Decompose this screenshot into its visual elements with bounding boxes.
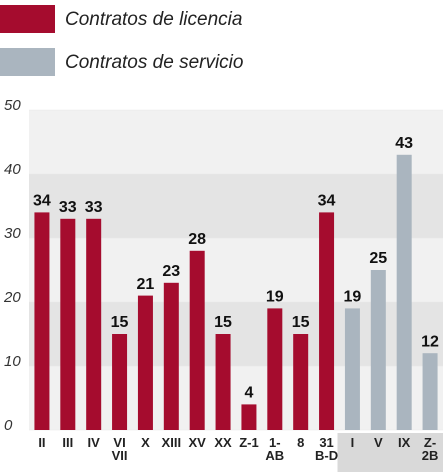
bar (319, 212, 335, 430)
value-label: 19 (344, 289, 362, 306)
value-label: 33 (59, 199, 77, 216)
x-label-band (337, 433, 443, 472)
x-tick-label: V (373, 435, 383, 450)
bar (189, 250, 205, 430)
bar (344, 308, 360, 430)
legend-label: Contratos de servicio (65, 52, 243, 73)
x-tick-label: XIII (161, 435, 182, 450)
value-label: 43 (395, 135, 413, 152)
bar (34, 212, 50, 430)
y-tick-label: 20 (3, 289, 21, 306)
y-tick-label: 0 (4, 417, 13, 434)
value-label: 4 (244, 385, 253, 402)
bar (86, 218, 102, 430)
legend-swatch (0, 5, 55, 33)
value-label: 34 (318, 193, 336, 210)
value-label: 15 (292, 314, 310, 331)
value-label: 15 (214, 314, 232, 331)
bar (267, 308, 283, 430)
value-label: 28 (188, 231, 206, 248)
bar (112, 334, 128, 430)
x-tick-label: Z- 2B (421, 435, 439, 463)
y-tick-label: 50 (4, 97, 21, 114)
x-tick-label: IV (87, 435, 100, 450)
x-tick-label: IX (398, 435, 411, 450)
bar (137, 295, 153, 430)
value-label: 21 (137, 276, 155, 293)
bar (422, 353, 438, 430)
value-label: 25 (369, 250, 387, 267)
value-label: 12 (421, 333, 439, 350)
bar (163, 282, 179, 430)
value-label: 15 (111, 314, 129, 331)
value-label: 23 (162, 263, 180, 280)
value-label: 19 (266, 289, 284, 306)
x-tick-label: I (350, 435, 355, 450)
y-tick-label: 40 (4, 161, 21, 178)
x-tick-label: II (38, 435, 46, 450)
legend-label: Contratos de licencia (65, 9, 242, 30)
x-tick-label: VI VII (111, 435, 128, 463)
bar (396, 154, 412, 431)
x-tick-label: III (62, 435, 74, 450)
x-tick-label: Z-1 (239, 435, 259, 450)
value-label: 33 (85, 199, 103, 216)
x-tick-label: 1- AB (265, 435, 285, 463)
x-tick-label: XX (214, 435, 232, 450)
grid-band (29, 110, 443, 174)
x-tick-label: 8 (297, 435, 305, 450)
x-tick-label: 31 B-D (315, 435, 339, 463)
x-tick-label: XV (188, 435, 206, 450)
y-tick-label: 30 (4, 225, 21, 242)
bar (241, 404, 257, 430)
x-tick-label: X (141, 435, 150, 450)
bar (293, 334, 309, 430)
bar (215, 334, 231, 430)
bar (60, 218, 76, 430)
value-label: 34 (33, 193, 51, 210)
legend-swatch (0, 48, 55, 76)
bar (370, 270, 386, 430)
y-tick-label: 10 (4, 353, 21, 370)
